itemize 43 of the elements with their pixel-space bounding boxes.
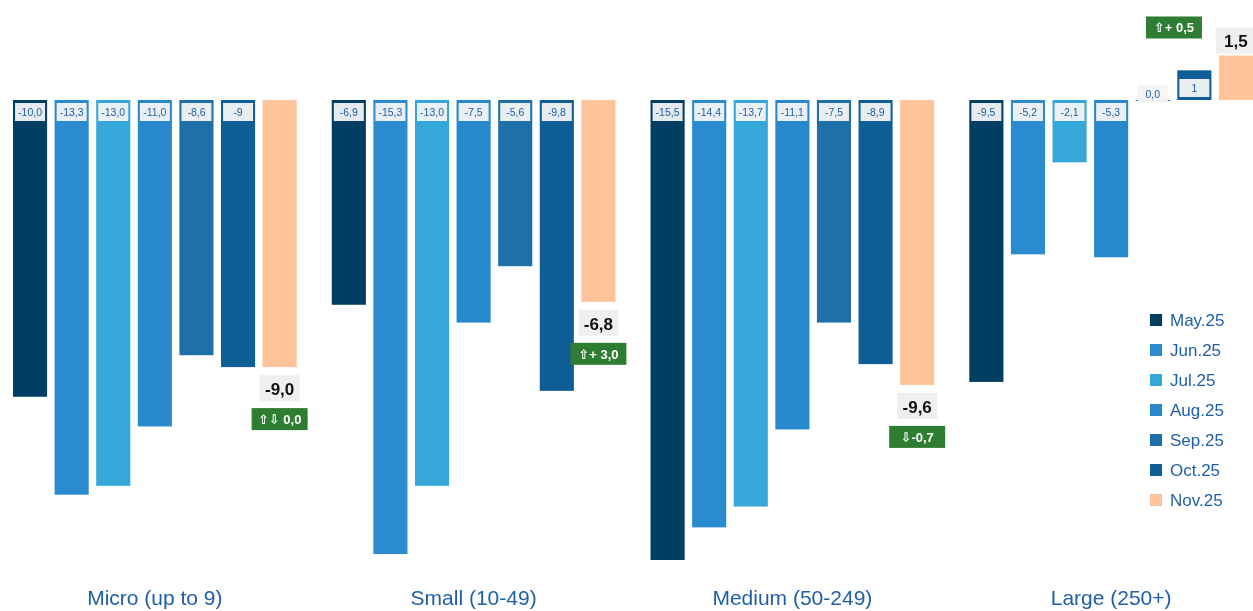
data-label: 0,0 — [1145, 88, 1161, 100]
legend-label: Jun.25 — [1170, 341, 1222, 360]
x-tick-label: Micro (up to 9) — [87, 586, 223, 609]
data-label: -13,0 — [101, 106, 126, 118]
data-label: -2,1 — [1060, 106, 1079, 118]
legend-label: May.25 — [1170, 311, 1225, 330]
data-label: -6,9 — [339, 106, 359, 118]
data-label: -7,5 — [824, 106, 844, 118]
annotation: ⇧⇩ 0,0 — [257, 412, 302, 428]
data-label: -13,0 — [420, 106, 445, 118]
text: ⇧+ 0,5 — [1153, 20, 1195, 36]
data-label: -7,5 — [464, 106, 483, 118]
data-label: -5,3 — [1102, 106, 1121, 118]
data-label: -8,6 — [187, 106, 206, 118]
data-label: -11,1 — [780, 106, 805, 118]
data-label: -9,0 — [265, 380, 295, 400]
data-label: -13,7 — [738, 106, 763, 118]
data-label: -9,6 — [902, 397, 932, 417]
legend-label: Oct.25 — [1170, 461, 1221, 480]
annotation: ⇩-0,7 — [900, 429, 934, 445]
legend-label: Jul.25 — [1170, 371, 1216, 390]
data-label: 1 — [1191, 82, 1198, 94]
legend-label: Nov.25 — [1170, 491, 1223, 510]
data-label: -15,5 — [655, 106, 680, 118]
data-label: -5,6 — [506, 106, 525, 118]
data-label: -9,8 — [547, 106, 567, 118]
data-label: -15,3 — [378, 106, 403, 118]
data-label: -5,2 — [1018, 106, 1038, 118]
x-tick-label: Large (250+) — [1050, 586, 1172, 609]
x-tick-label: Small (10-49) — [410, 586, 537, 609]
legend-label: Aug.25 — [1170, 401, 1224, 420]
data-label: -6,8 — [583, 314, 614, 334]
data-label: -10,0 — [18, 106, 43, 118]
x-tick-label: Medium (50-249) — [712, 586, 873, 609]
data-label: 1,5 — [1224, 32, 1248, 52]
data-label: -11,0 — [143, 106, 167, 118]
data-label: -13,3 — [59, 106, 84, 118]
data-label: -9 — [233, 106, 243, 118]
data-label: -8,9 — [866, 106, 885, 118]
legend-label: Sep.25 — [1170, 431, 1224, 450]
data-label: -9,5 — [977, 106, 996, 118]
annotation: ⇧+ 3,0 — [578, 346, 619, 362]
data-label: -14,4 — [697, 106, 722, 118]
